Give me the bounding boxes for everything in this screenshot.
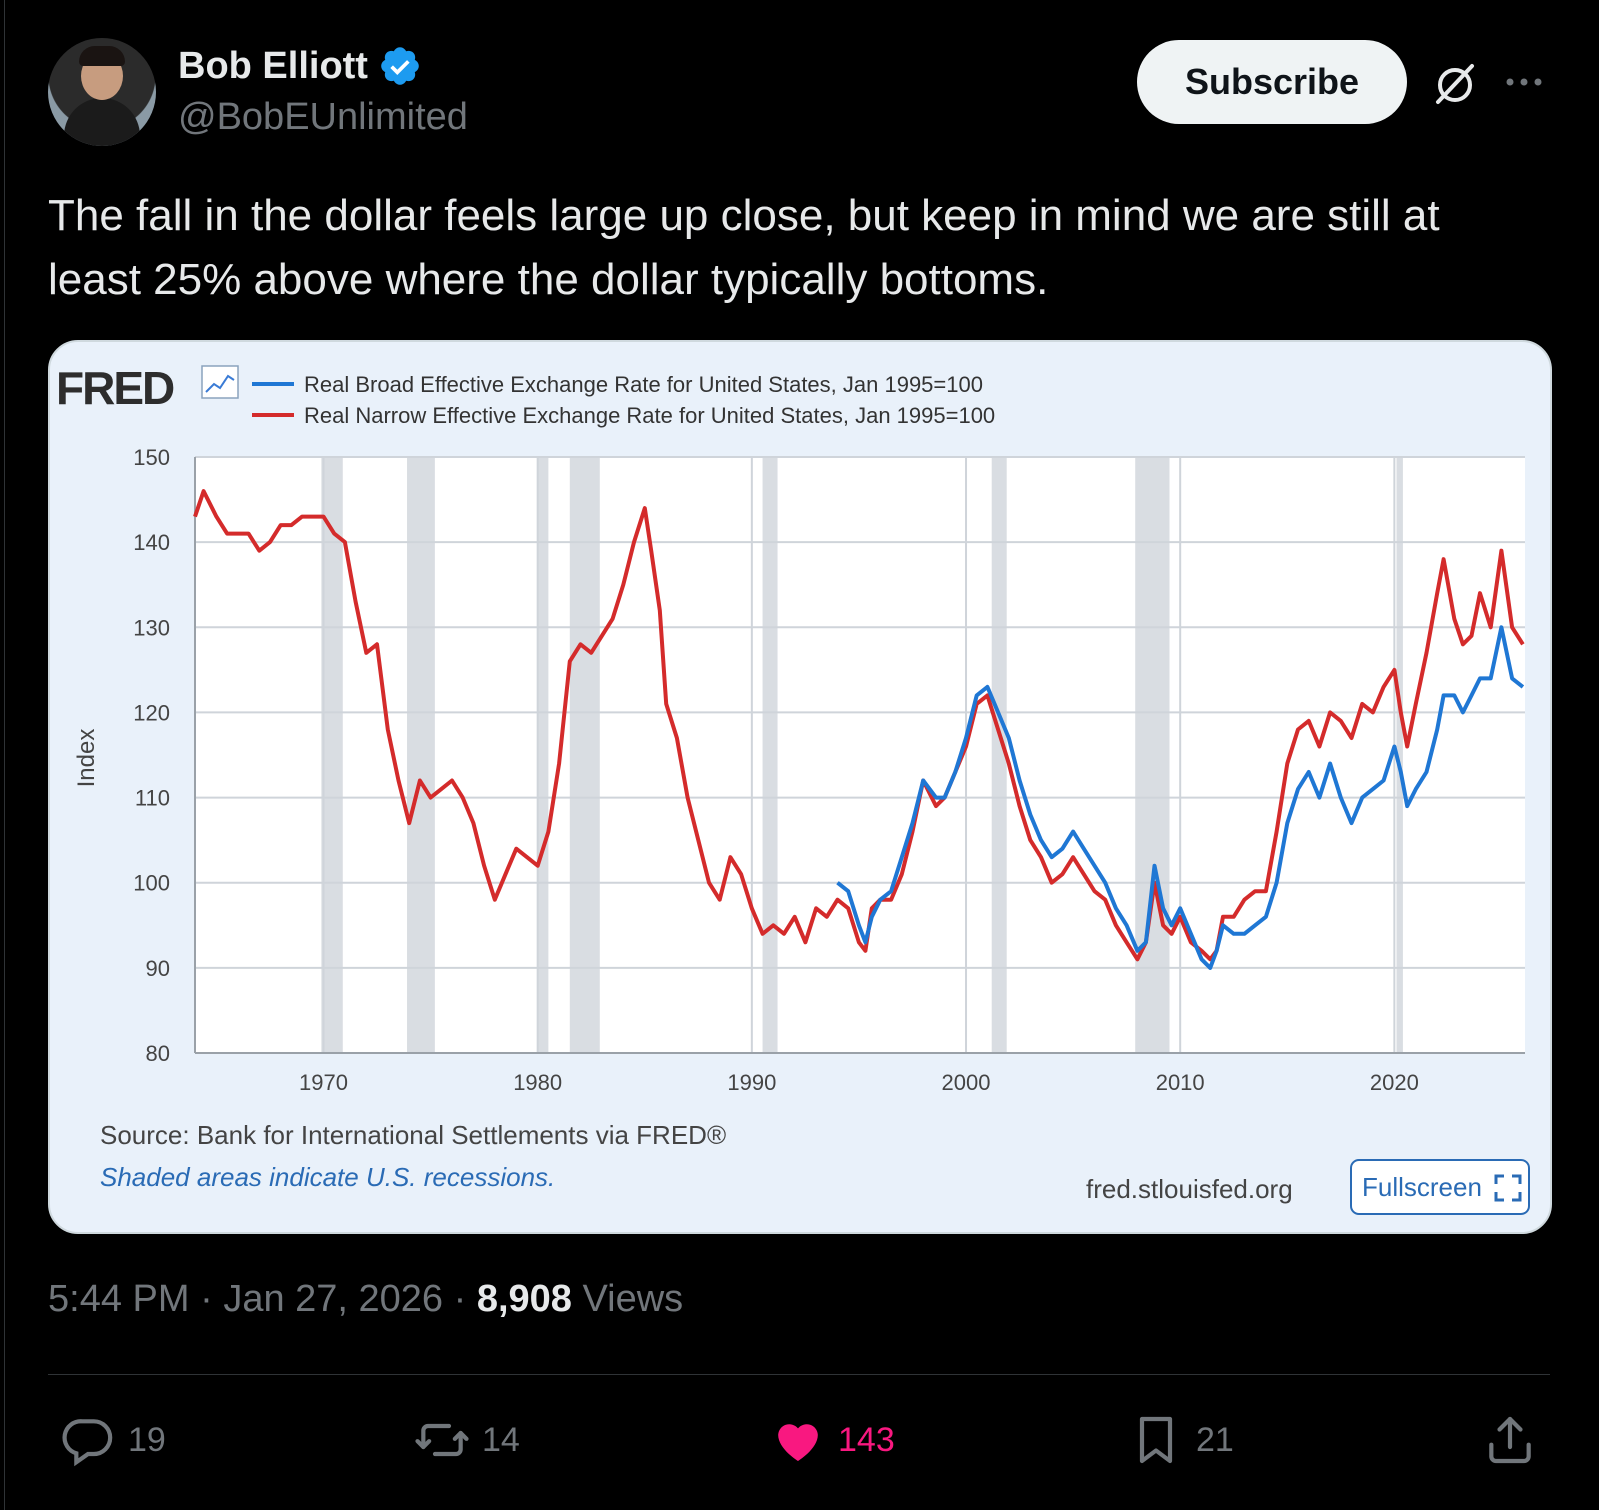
verified-badge-icon — [381, 47, 419, 85]
x-tick-label: 1970 — [299, 1070, 348, 1095]
divider — [48, 1374, 1550, 1375]
legend-label-broad: Real Broad Effective Exchange Rate for U… — [304, 372, 983, 397]
reply-count: 19 — [128, 1420, 166, 1459]
author-name-row[interactable]: Bob Elliott — [178, 44, 422, 88]
meta-separator: · — [200, 1278, 213, 1320]
reply-button[interactable]: 19 — [60, 1400, 166, 1480]
fred-chart-card[interactable]: FRED Real Broad Effective Exchange Rate … — [48, 340, 1552, 1234]
x-tick-label: 2020 — [1370, 1070, 1419, 1095]
views-count: 8,908 — [476, 1278, 572, 1320]
author-name[interactable]: Bob Elliott — [178, 44, 368, 87]
repost-icon — [415, 1423, 469, 1457]
views-label: Views — [582, 1278, 684, 1320]
x-tick-label: 2010 — [1156, 1070, 1205, 1095]
meta-separator: · — [453, 1278, 467, 1320]
tweet-date[interactable]: Jan 27, 2026 — [223, 1278, 444, 1320]
y-tick-label: 110 — [135, 786, 170, 811]
series-line-broad — [836, 625, 1525, 970]
series-line-narrow — [193, 489, 1525, 962]
recession-band — [537, 457, 549, 1053]
like-count: 143 — [838, 1420, 895, 1459]
x-tick-label: 1990 — [727, 1070, 776, 1095]
y-tick-label: 80 — [146, 1041, 170, 1066]
source-text: Source: Bank for International Settlemen… — [100, 1120, 726, 1150]
x-tick-label: 2000 — [942, 1070, 991, 1095]
author-handle[interactable]: @BobEUnlimited — [178, 96, 468, 138]
share-button[interactable] — [1482, 1400, 1538, 1480]
legend-label-narrow: Real Narrow Effective Exchange Rate for … — [304, 403, 995, 428]
fullscreen-icon — [1494, 1174, 1522, 1202]
recession-note: Shaded areas indicate U.S. recessions. — [100, 1162, 555, 1192]
fred-logo: FRED — [56, 362, 174, 414]
tweet-text: The fall in the dollar feels large up cl… — [48, 191, 1440, 304]
reply-icon — [62, 1419, 113, 1467]
share-icon — [1489, 1416, 1531, 1464]
recession-band — [991, 457, 1007, 1053]
recession-band — [762, 457, 778, 1053]
recession-band — [1135, 457, 1170, 1053]
subscribe-button[interactable]: Subscribe — [1137, 40, 1407, 124]
fullscreen-label: Fullscreen — [1362, 1172, 1482, 1202]
action-bar: 19 14 143 21 — [0, 1400, 1599, 1480]
y-tick-label: 100 — [133, 871, 170, 896]
y-axis-label: Index — [73, 729, 100, 788]
bookmark-count: 21 — [1196, 1420, 1234, 1459]
fred-site-link[interactable]: fred.stlouisfed.org — [1086, 1174, 1293, 1204]
repost-button[interactable]: 14 — [414, 1400, 520, 1480]
avatar[interactable] — [48, 38, 156, 146]
timeline-border — [4, 0, 5, 1510]
bookmark-button[interactable]: 21 — [1128, 1400, 1234, 1480]
y-tick-label: 90 — [146, 956, 170, 981]
y-tick-label: 150 — [133, 445, 170, 470]
heart-icon — [778, 1424, 818, 1461]
grok-icon[interactable] — [1430, 58, 1480, 108]
chart-canvas: FRED Real Broad Effective Exchange Rate … — [56, 362, 1530, 1215]
like-button[interactable]: 143 — [770, 1400, 895, 1480]
recession-band — [407, 457, 435, 1053]
fred-logo-chart-icon — [201, 365, 239, 399]
fullscreen-button[interactable]: Fullscreen — [1350, 1159, 1530, 1215]
recession-band — [1396, 457, 1403, 1053]
y-tick-label: 130 — [133, 615, 170, 640]
tweet-time[interactable]: 5:44 PM — [48, 1278, 190, 1320]
bookmark-icon — [1139, 1416, 1173, 1464]
recession-band — [569, 457, 600, 1053]
x-tick-label: 1980 — [513, 1070, 562, 1095]
repost-count: 14 — [482, 1420, 520, 1459]
y-tick-label: 140 — [133, 530, 170, 555]
more-icon[interactable] — [1502, 64, 1546, 100]
recession-band — [321, 457, 343, 1053]
tweet-meta: 5:44 PM · Jan 27, 2026 · 8,908 Views — [48, 1278, 683, 1321]
y-tick-label: 120 — [133, 700, 170, 725]
